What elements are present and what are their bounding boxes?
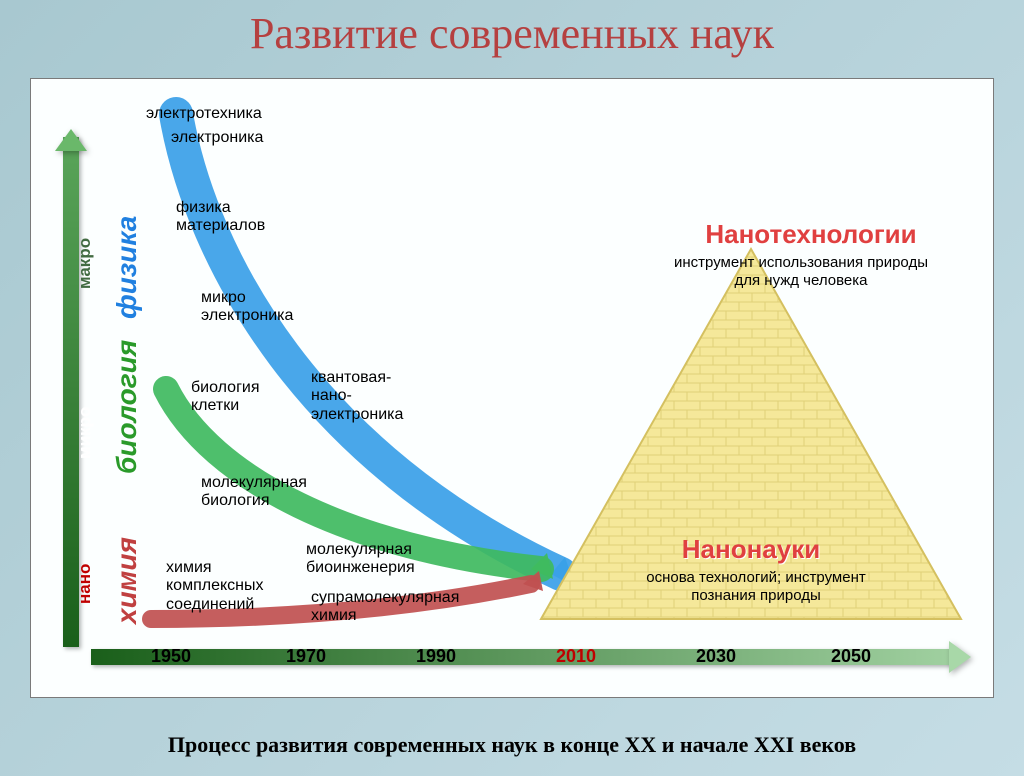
x-tick: 1950 (151, 646, 191, 667)
x-axis-arrowhead (949, 641, 971, 673)
field-label: физикаматериалов (176, 199, 265, 236)
field-label: супрамолекулярнаяхимия (311, 589, 459, 626)
field-label: молекулярнаябиология (201, 474, 307, 511)
x-axis-shaft (91, 649, 951, 665)
x-tick: 1990 (416, 646, 456, 667)
discipline-label: физика (111, 216, 143, 319)
x-tick: 2050 (831, 646, 871, 667)
discipline-label: химия (111, 537, 143, 624)
field-label: химиякомплексныхсоединений (166, 559, 264, 614)
field-label: микроэлектроника (201, 289, 293, 326)
field-label: электроника (171, 129, 263, 147)
field-label: квантовая-нано-электроника (311, 369, 403, 424)
field-label: электротехника (146, 105, 262, 123)
field-label: биологияклетки (191, 379, 260, 416)
y-axis-arrowhead (55, 129, 87, 151)
x-tick: 2030 (696, 646, 736, 667)
field-label: молекулярнаябиоинженерия (306, 541, 415, 578)
x-tick: 2010 (556, 646, 596, 667)
x-tick: 1970 (286, 646, 326, 667)
y-scale-label: микро (75, 407, 95, 459)
nanotechnology-title: Нанотехнологии (671, 219, 951, 250)
chart-container: 195019701990201020302050 наномикромакро … (30, 78, 994, 698)
y-scale-label: нано (75, 564, 95, 604)
nanotechnology-subtitle: инструмент использования природыдля нужд… (631, 254, 971, 290)
discipline-label: биология (111, 340, 143, 474)
nanoscience-title: Нанонауки (651, 534, 851, 565)
figure-caption: Процесс развития современных наук в конц… (0, 732, 1024, 758)
page-title: Развитие современных наук (0, 8, 1024, 59)
y-scale-label: макро (75, 238, 95, 289)
nanoscience-subtitle: основа технологий; инструментпознания пр… (611, 569, 901, 605)
